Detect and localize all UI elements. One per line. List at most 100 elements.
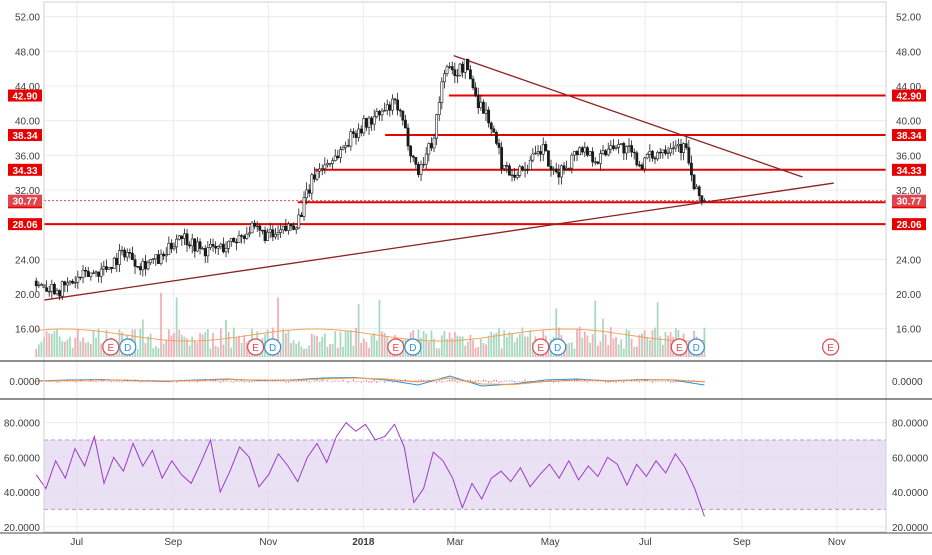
volume-bar	[235, 337, 238, 357]
volume-bar	[295, 343, 298, 357]
volume-bar	[35, 348, 38, 357]
event-marker-D[interactable]: D	[264, 338, 282, 356]
volume-bar	[661, 344, 664, 357]
macd-histogram-bar	[126, 379, 128, 382]
price-badge-left	[8, 218, 42, 231]
macd-histogram-bar	[212, 379, 214, 382]
event-marker-E[interactable]: E	[670, 338, 688, 356]
event-letter: D	[269, 343, 276, 354]
candle-body	[583, 147, 587, 153]
volume-bar	[511, 333, 513, 357]
candle-body	[125, 252, 129, 258]
candle-body	[471, 78, 475, 89]
event-marker-D[interactable]: D	[549, 338, 567, 356]
macd-histogram-bar	[150, 380, 152, 382]
macd-histogram-bar	[696, 381, 698, 383]
indicator-lines	[35, 375, 706, 517]
event-letter: E	[676, 343, 683, 354]
event-circle	[549, 338, 567, 356]
candle-body	[679, 143, 683, 154]
candle-body	[575, 150, 579, 156]
macd-histogram-bar	[529, 380, 531, 382]
candle-body	[422, 163, 426, 166]
price-badge-label: 34.33	[12, 166, 37, 177]
candle-body	[222, 243, 225, 253]
rsi-tick-label-right: 40.0000	[892, 488, 929, 499]
candle-body	[617, 144, 621, 148]
candle-body	[313, 174, 316, 180]
candle-body	[695, 186, 699, 190]
macd-histogram-bar	[477, 380, 479, 382]
volume-bar	[147, 336, 149, 357]
candle-body	[227, 240, 231, 249]
candle-body	[588, 151, 592, 156]
macd-histogram-bar	[139, 381, 141, 383]
event-marker-E[interactable]: E	[821, 338, 840, 356]
event-marker-D[interactable]: D	[119, 338, 137, 356]
y-tick-label-left: 16.00	[15, 325, 40, 336]
event-marker-E[interactable]: E	[102, 338, 120, 356]
macd-histogram-bar	[672, 381, 674, 383]
macd-histogram-bar	[53, 381, 56, 382]
event-marker-D[interactable]: D	[687, 338, 705, 356]
macd-histogram-bar	[215, 379, 217, 382]
volume-bar	[188, 345, 191, 357]
candle-body	[523, 169, 527, 171]
candle-body	[146, 262, 150, 270]
macd-histogram-bar	[498, 381, 500, 383]
macd-histogram-bar	[430, 381, 433, 382]
macd-histogram-bar	[425, 381, 427, 383]
candle-body	[372, 116, 376, 125]
price-badge-right	[892, 129, 926, 142]
candle-body	[240, 235, 244, 237]
volume-bar	[175, 297, 178, 357]
macd-histogram-bar	[376, 381, 378, 383]
macd-histogram-bar	[433, 381, 435, 382]
candle-body	[653, 157, 657, 160]
macd-histogram-bar	[183, 380, 186, 382]
candle-body	[643, 157, 647, 170]
volume-bar	[495, 332, 498, 357]
candle-body	[302, 197, 306, 217]
volume-bar	[368, 347, 370, 357]
macd-histogram-bar	[82, 380, 84, 382]
candle-body	[55, 290, 59, 295]
macd-histogram-bar	[290, 379, 292, 382]
x-tick-label: Nov	[259, 537, 277, 548]
candle-body	[274, 234, 277, 238]
macd-histogram-bar	[599, 380, 602, 382]
event-marker-E[interactable]: E	[387, 338, 405, 356]
volume-bar	[321, 336, 324, 357]
candle-body	[497, 143, 501, 148]
macd-histogram-bar	[560, 381, 563, 382]
volume-bar	[635, 346, 638, 357]
candle-body	[97, 271, 101, 277]
volume-bar	[61, 340, 64, 357]
volume-bar	[199, 333, 201, 357]
candle-body	[677, 143, 680, 147]
macd-histogram-bar	[605, 381, 607, 383]
macd-histogram-bar	[170, 381, 173, 383]
macd-histogram-bar	[248, 381, 251, 383]
macd-histogram-bar	[360, 381, 362, 383]
candle-body	[391, 98, 394, 111]
rsi-tick-label-left: 80.0000	[4, 419, 41, 430]
rsi-band	[44, 439, 886, 510]
price-badge-left	[8, 89, 42, 102]
event-marker-E[interactable]: E	[532, 338, 550, 356]
macd-histogram-bar	[280, 380, 282, 382]
price-badges: 42.9042.9038.3438.3434.3334.3330.5830.58…	[8, 89, 926, 231]
macd-histogram-bar	[467, 380, 469, 382]
price-badge-left	[8, 163, 42, 176]
candle-body	[526, 169, 530, 171]
macd-histogram-bar	[196, 381, 199, 383]
candle-body	[601, 150, 605, 154]
macd-histogram-bar	[121, 381, 123, 383]
event-marker-D[interactable]: D	[404, 338, 422, 356]
volume-bar	[617, 344, 620, 357]
macd-histogram-bar	[683, 381, 685, 382]
candle-body	[684, 143, 688, 148]
event-marker-E[interactable]: E	[247, 338, 265, 356]
